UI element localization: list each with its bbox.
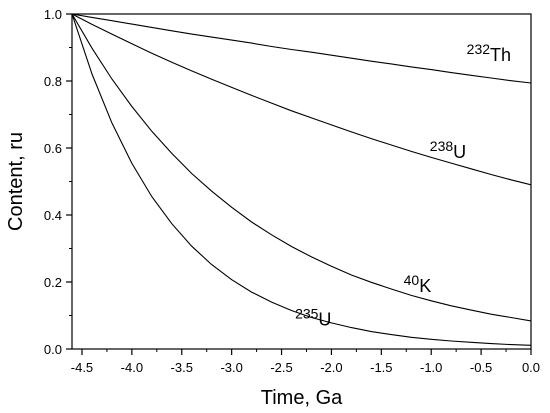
x-tick-label: 0.0 [522, 360, 540, 375]
series-line-238u [71, 13, 532, 186]
y-tick-label: 1.0 [44, 7, 62, 22]
x-tick-label: -2.0 [320, 360, 342, 375]
series-label-mass: 232 [467, 41, 491, 57]
series-label-element: K [419, 276, 431, 296]
series-label-element: U [453, 142, 466, 162]
series-label-232th: 232Th [467, 41, 511, 65]
series-label-235u: 235U [295, 306, 331, 330]
x-axis-ticks: -4.5 -4.0 -3.5 -3.0 -2.5 -2.0 -1.5 -1.0 -0.5 0.0 [71, 349, 540, 375]
series-label-mass: 238 [430, 138, 454, 154]
series-label-40k: 40K [404, 272, 432, 296]
series-label-mass: 40 [404, 272, 420, 288]
x-tick-label: -0.5 [470, 360, 492, 375]
series-line-232th [71, 13, 532, 84]
x-tick-label: -2.5 [270, 360, 292, 375]
y-tick-label: 0.8 [44, 74, 62, 89]
series-label-element: U [318, 310, 331, 330]
series-label-element: Th [490, 45, 511, 65]
x-tick-label: -3.0 [220, 360, 242, 375]
series-line-40k [71, 13, 532, 322]
series-line-235u [71, 13, 532, 346]
x-tick-label: -3.5 [171, 360, 193, 375]
y-tick-label: 0.6 [44, 141, 62, 156]
x-tick-label: -1.0 [420, 360, 442, 375]
plot-area: -4.5 -4.0 -3.5 -3.0 -2.5 -2.0 -1.5 -1.0 -0.5 0.0 … [44, 7, 540, 375]
series-label-238u: 238U [430, 138, 466, 162]
series-label-mass: 235 [295, 306, 319, 322]
y-axis-ticks: 0.0 0.2 0.4 0.6 0.8 1.0 [44, 7, 72, 357]
x-tick-label: -4.0 [121, 360, 143, 375]
y-tick-label: 0.4 [44, 208, 62, 223]
y-tick-label: 0.0 [44, 342, 62, 357]
x-axis-title: Time, Ga [261, 387, 343, 409]
y-axis-title: Content, ru [5, 132, 27, 231]
x-tick-label: -1.5 [370, 360, 392, 375]
series-layer [71, 13, 532, 346]
plot-frame [71, 13, 532, 350]
x-tick-label: -4.5 [71, 360, 93, 375]
y-tick-label: 0.2 [44, 275, 62, 290]
